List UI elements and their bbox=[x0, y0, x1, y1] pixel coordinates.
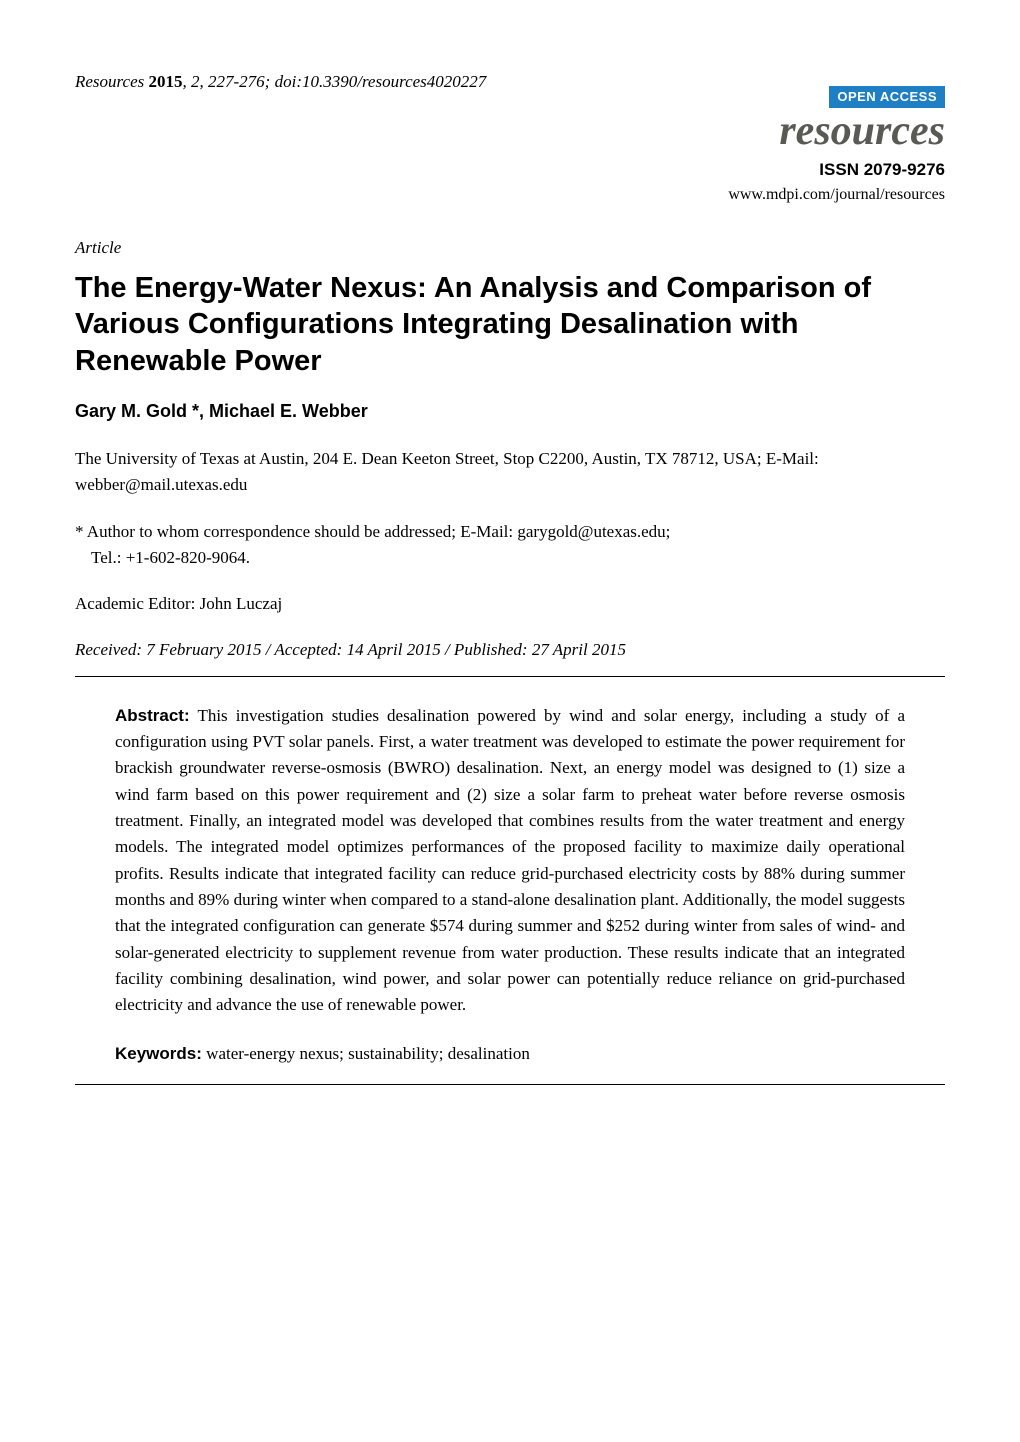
keywords-label: Keywords: bbox=[115, 1044, 202, 1063]
volume-issue: 2 bbox=[191, 72, 200, 91]
affiliation: The University of Texas at Austin, 204 E… bbox=[75, 446, 945, 497]
bottom-divider bbox=[75, 1084, 945, 1085]
correspondence-line2: Tel.: +1-602-820-9064. bbox=[75, 545, 945, 571]
pages: 227-276 bbox=[208, 72, 265, 91]
open-access-badge: OPEN ACCESS bbox=[829, 86, 945, 108]
year: 2015 bbox=[149, 72, 183, 91]
logo-block: OPEN ACCESS resources ISSN 2079-9276 www… bbox=[75, 86, 945, 207]
authors: Gary M. Gold *, Michael E. Webber bbox=[75, 399, 945, 424]
journal-url: www.mdpi.com/journal/resources bbox=[75, 184, 945, 206]
abstract-block: Abstract: This investigation studies des… bbox=[75, 703, 945, 1019]
top-divider bbox=[75, 676, 945, 677]
keywords-block: Keywords: water-energy nexus; sustainabi… bbox=[75, 1041, 945, 1067]
issn: ISSN 2079-9276 bbox=[75, 158, 945, 182]
article-type: Article bbox=[75, 236, 945, 260]
correspondence: * Author to whom correspondence should b… bbox=[75, 519, 945, 570]
abstract-text: This investigation studies desalination … bbox=[115, 706, 905, 1015]
abstract-label: Abstract: bbox=[115, 706, 190, 725]
academic-editor: Academic Editor: John Luczaj bbox=[75, 592, 945, 616]
journal-name: Resources bbox=[75, 72, 144, 91]
keywords-text: water-energy nexus; sustainability; desa… bbox=[206, 1044, 530, 1063]
doi: doi:10.3390/resources4020227 bbox=[275, 72, 487, 91]
correspondence-line1: * Author to whom correspondence should b… bbox=[75, 522, 670, 541]
article-title: The Energy-Water Nexus: An Analysis and … bbox=[75, 270, 945, 379]
journal-logo: resources bbox=[75, 110, 945, 152]
article-dates: Received: 7 February 2015 / Accepted: 14… bbox=[75, 638, 945, 662]
